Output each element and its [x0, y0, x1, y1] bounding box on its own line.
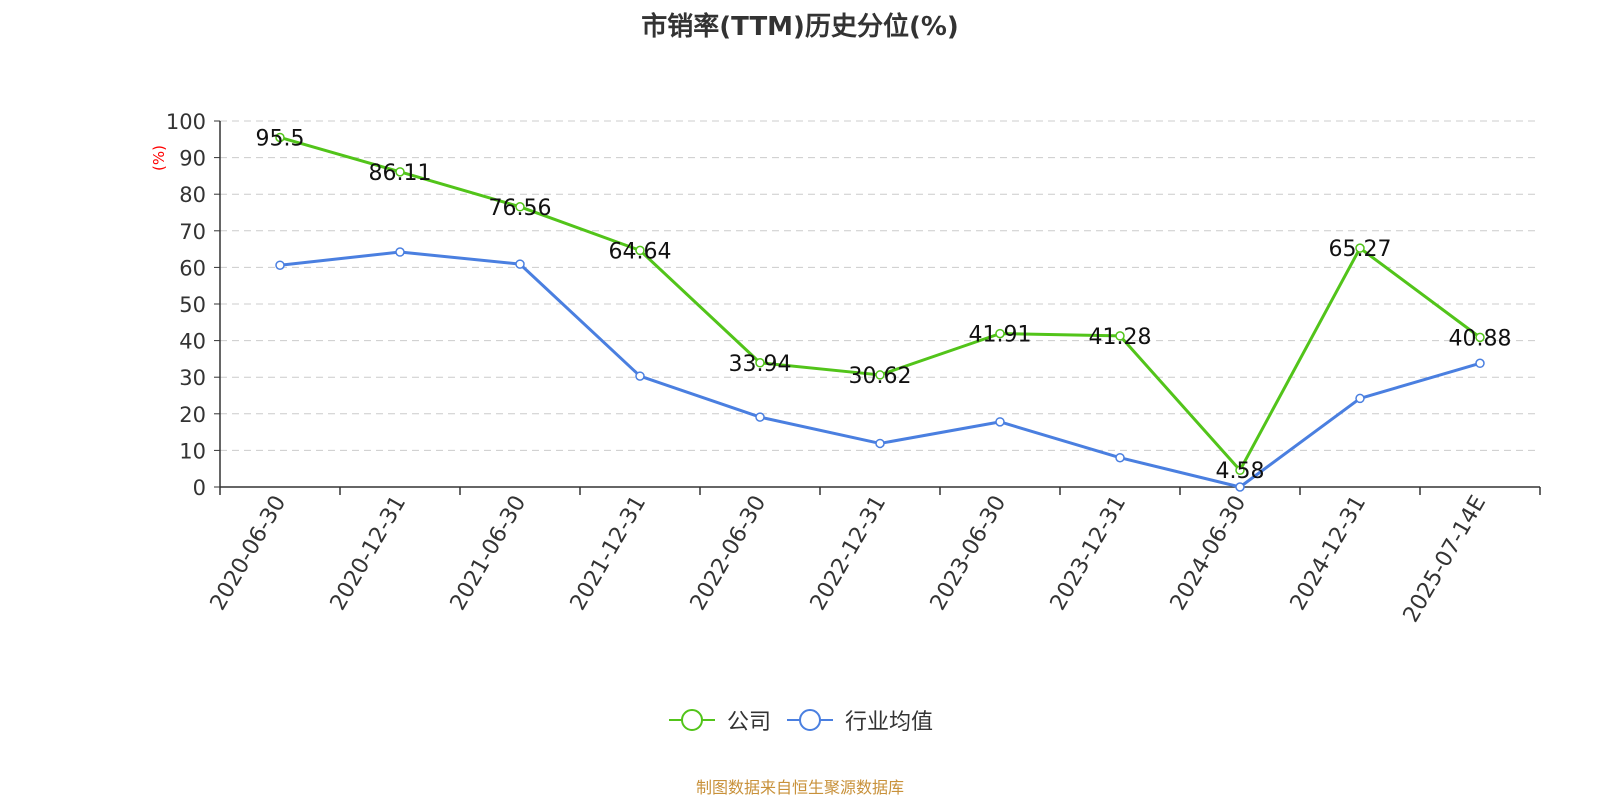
data-label: 41.28: [1089, 325, 1152, 350]
x-tick-label: 2022-12-31: [806, 492, 892, 615]
line-chart: 0 10 20 30 40 50 60 70 80 90 100 (%) 2020-06-30 2020-…: [150, 110, 1541, 627]
legend-swatch-industry-average: [787, 709, 833, 731]
data-point: [1235, 482, 1245, 492]
data-point: [275, 260, 285, 270]
data-point: [1115, 452, 1125, 463]
data-label: 40.88: [1449, 326, 1512, 351]
data-point: [995, 417, 1005, 427]
data-point: [1355, 393, 1365, 404]
data-label: 95.5: [256, 126, 305, 151]
x-tick-label: 2022-06-30: [686, 492, 772, 615]
data-point: [755, 358, 765, 368]
legend-label-industry-average: 行业均值: [845, 710, 934, 735]
data-point: [1475, 332, 1485, 343]
data-point: [515, 259, 525, 269]
source-note: 制图数据来自恒生聚源数据库: [695, 778, 904, 797]
data-point: [395, 247, 405, 257]
data-point: [875, 438, 885, 449]
x-tick-label: 2023-06-30: [926, 492, 1012, 615]
x-tick-label: 2025-07-14E: [1399, 492, 1492, 627]
data-point: [755, 412, 765, 422]
data-point: [395, 167, 405, 177]
data-label: 33.94: [729, 352, 792, 377]
x-tick-label: 2024-06-30: [1166, 492, 1252, 615]
data-point: [515, 202, 525, 212]
chart-title: 市销率(TTM)历史分位(%): [641, 12, 959, 42]
y-tick-label: 10: [179, 439, 206, 463]
y-tick-label: 100: [166, 110, 206, 134]
y-tick-label: 90: [179, 147, 206, 171]
data-point: [275, 132, 285, 143]
data-point: [1475, 358, 1485, 369]
y-tick-label: 0: [193, 476, 206, 500]
x-tick-label: 2024-12-31: [1286, 492, 1372, 615]
data-point: [1115, 331, 1125, 341]
data-label: 30.62: [849, 364, 912, 389]
y-tick-label: 50: [179, 293, 206, 317]
data-label: 64.64: [609, 239, 672, 264]
data-label: 4.58: [1216, 459, 1265, 484]
data-label: 65.27: [1329, 237, 1392, 262]
y-tick-label: 60: [179, 256, 206, 280]
x-tick-label: 2021-12-31: [566, 492, 652, 615]
data-point: [635, 245, 645, 256]
x-tick-label: 2020-12-31: [326, 492, 412, 615]
y-axis-label: (%): [150, 145, 168, 171]
y-tick-label: 30: [179, 366, 206, 390]
data-point: [1355, 243, 1365, 253]
x-tick-label: 2023-12-31: [1046, 492, 1132, 615]
legend-item-company[interactable]: 公司: [667, 704, 771, 736]
data-label: 86.11: [369, 161, 432, 186]
data-point: [1235, 465, 1245, 475]
y-tick-label: 70: [179, 220, 206, 244]
data-label: 41.91: [969, 323, 1032, 348]
legend-item-industry-average[interactable]: 行业均值: [785, 704, 933, 736]
x-tick-label: 2021-06-30: [446, 492, 532, 615]
data-label: 76.56: [489, 196, 552, 221]
y-tick-label: 80: [179, 183, 206, 207]
legend-swatch-company: [668, 709, 715, 731]
data-point: [875, 370, 885, 380]
data-point: [635, 371, 645, 381]
data-point: [995, 328, 1005, 339]
legend-label-company: 公司: [726, 710, 771, 735]
y-tick-label: 20: [179, 403, 206, 427]
chart-legend: 公司 行业均值: [0, 704, 1600, 736]
y-tick-label: 40: [179, 330, 206, 354]
x-tick-label: 2020-06-30: [206, 492, 292, 615]
